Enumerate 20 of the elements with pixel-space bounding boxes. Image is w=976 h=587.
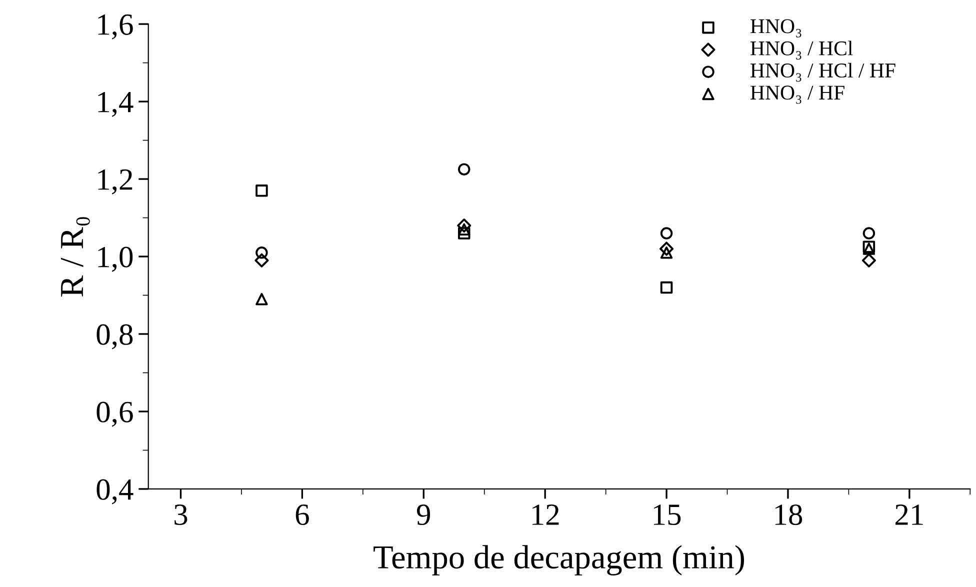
x-axis-title: Tempo de decapagem (min) [374, 545, 744, 576]
x-tick-label: 15 [654, 504, 681, 526]
x-tick-label: 6 [296, 504, 309, 526]
y-tick-label: 1,6 [98, 14, 133, 40]
y-tick-label: 1,2 [98, 169, 132, 194]
y-tick-label: 0,8 [96, 324, 133, 350]
y-tick-label: 0,6 [96, 402, 133, 427]
y-axis-title: R / R₀ [60, 217, 90, 297]
x-tick-label: 21 [895, 504, 923, 525]
x-tick-label: 12 [532, 504, 559, 525]
y-tick-label: 0,4 [96, 479, 134, 504]
x-tick-label: 3 [174, 504, 188, 526]
legend-label: HNO₃ [750, 19, 802, 38]
legend-label: HNO₃ / HCl / HF [750, 62, 896, 82]
y-tick-label: 1,0 [98, 246, 133, 272]
legend-label: HNO₃ / HF [750, 86, 844, 104]
x-tick-label: 9 [416, 504, 430, 526]
y-tick-label: 1,4 [98, 92, 134, 117]
x-tick-label: 18 [775, 504, 802, 526]
legend-label: HNO₃ / HCl [750, 40, 853, 60]
